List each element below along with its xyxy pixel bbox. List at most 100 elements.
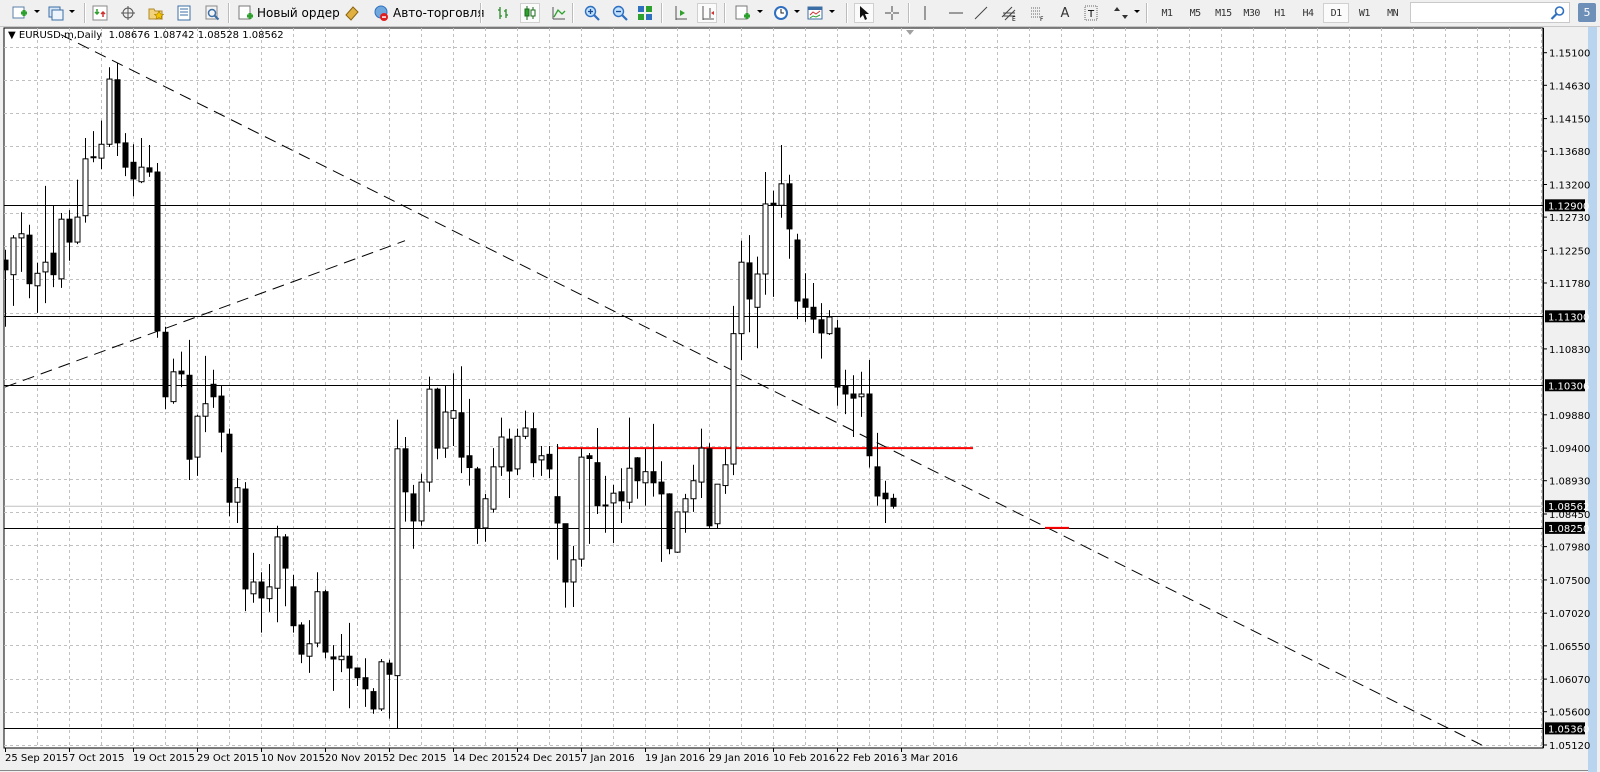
candle <box>874 432 881 506</box>
zoom-out-icon[interactable] <box>610 3 630 23</box>
vertical-line-icon[interactable] <box>915 3 935 23</box>
data-window-crosshair-icon[interactable] <box>118 3 138 23</box>
new-chart-icon[interactable] <box>10 3 30 23</box>
candle-body-bear <box>658 481 665 495</box>
candle-body-bear <box>226 433 233 503</box>
chart-shift-icon[interactable] <box>697 3 717 23</box>
candle <box>178 351 185 388</box>
fibonacci-icon[interactable]: F <box>1027 3 1047 23</box>
text-tool-icon[interactable]: A <box>1060 5 1070 21</box>
auto-trading-button[interactable]: Авто-торговля <box>370 3 487 23</box>
candle <box>514 428 521 476</box>
price-tick-label: 1.15100 <box>1549 49 1590 60</box>
candle <box>458 366 465 474</box>
candle <box>770 190 777 297</box>
trendline-icon[interactable] <box>971 3 991 23</box>
candle-body-bear <box>354 667 361 679</box>
profiles-dropdown[interactable] <box>69 10 75 13</box>
cursor-icon[interactable] <box>854 3 874 23</box>
zoom-in-icon[interactable] <box>582 3 602 23</box>
timeframe-mn[interactable]: MN <box>1387 7 1399 19</box>
navigator-folder-star-icon[interactable] <box>146 3 166 23</box>
timeframe-m1[interactable]: M1 <box>1161 7 1173 19</box>
candle-body-bull <box>482 498 489 529</box>
candle-body-bull <box>826 316 833 335</box>
templates-icon[interactable] <box>805 3 825 23</box>
candle <box>66 210 73 261</box>
periods-clock-icon[interactable] <box>771 3 791 23</box>
candle <box>434 387 441 460</box>
metaeditor-icon[interactable] <box>342 3 362 23</box>
profiles-icon[interactable] <box>46 3 66 23</box>
periods-dropdown[interactable] <box>794 10 800 13</box>
candle <box>42 185 49 304</box>
search-input[interactable] <box>1410 2 1570 23</box>
candlestick-chart-icon[interactable] <box>520 3 540 23</box>
window-scrollbar[interactable] <box>1588 27 1597 772</box>
separator <box>661 3 663 23</box>
line-chart-icon[interactable] <box>549 3 569 23</box>
candle-body-bull <box>522 427 529 437</box>
timeframe-d1[interactable]: D1 <box>1323 3 1350 23</box>
candle-body-bear <box>802 298 809 308</box>
new-chart-dropdown[interactable] <box>34 10 40 13</box>
candle <box>74 179 81 245</box>
collapse-triangle-icon[interactable]: ▼ <box>8 30 19 41</box>
templates-dropdown[interactable] <box>829 10 835 13</box>
candle-body-bull <box>682 498 689 513</box>
candle-body-bull <box>610 492 617 504</box>
candle <box>186 339 193 481</box>
candle <box>482 493 489 542</box>
candle-body-bull <box>570 559 577 583</box>
separator <box>84 3 86 23</box>
chart-header: ▼ EURUSD.m,Daily 1.08676 1.08742 1.08528… <box>8 30 284 41</box>
search-icon[interactable] <box>1548 3 1568 23</box>
svg-text:E: E <box>1012 16 1016 21</box>
equidistant-channel-icon[interactable]: E <box>999 3 1019 23</box>
terminal-icon[interactable] <box>174 3 194 23</box>
horizontal-line-icon[interactable] <box>946 3 966 23</box>
level-price-label: 1.10306 <box>1548 381 1589 392</box>
candle <box>210 369 217 408</box>
arrows-dropdown[interactable] <box>1134 10 1140 13</box>
indicators-icon[interactable] <box>733 3 753 23</box>
timeframe-m5[interactable]: M5 <box>1189 7 1202 19</box>
text-label-icon[interactable]: T <box>1081 3 1101 23</box>
strategy-tester-icon[interactable] <box>202 3 222 23</box>
timeframe-m15[interactable]: M15 <box>1215 7 1232 19</box>
candle-body-bear <box>122 142 129 168</box>
candle-body-bear <box>298 624 305 655</box>
level-price-label-bg <box>1545 199 1585 212</box>
candle <box>506 428 513 499</box>
notifications-badge[interactable]: 5 <box>1578 3 1596 22</box>
auto-scroll-icon[interactable] <box>671 3 691 23</box>
new-order-button[interactable]: Новый ордер <box>236 3 342 23</box>
candle-body-bear <box>746 262 753 300</box>
candle-body-bull <box>338 655 345 661</box>
date-tick-label: 19 Jan 2016 <box>645 753 705 764</box>
main-toolbar: Новый ордер Авто-торговля E F A T M1 M5 M1… <box>0 0 1600 27</box>
date-tick-label: 3 Mar 2016 <box>901 753 958 764</box>
candle-body-bull <box>106 78 113 145</box>
timeframe-w1[interactable]: W1 <box>1358 7 1371 19</box>
symbol-label: EURUSD.m,Daily <box>18 30 103 41</box>
separator <box>228 3 230 23</box>
tile-windows-icon[interactable] <box>635 3 655 23</box>
arrows-icon[interactable] <box>1111 3 1131 23</box>
timeframe-h1[interactable]: H1 <box>1274 7 1286 19</box>
market-watch-icon[interactable] <box>90 3 110 23</box>
candle-body-bear <box>242 488 249 590</box>
candle <box>354 667 361 687</box>
candle <box>578 448 585 567</box>
indicators-dropdown[interactable] <box>757 10 763 13</box>
candle-body-bull <box>698 447 705 483</box>
crosshair-icon[interactable] <box>882 3 902 23</box>
candle-body-bear <box>282 536 289 569</box>
timeframe-h4[interactable]: H4 <box>1302 7 1314 19</box>
candle-body-bull <box>490 466 497 510</box>
bar-chart-icon[interactable] <box>493 3 513 23</box>
timeframe-m30[interactable]: M30 <box>1243 7 1260 19</box>
price-tick-label: 1.13200 <box>1549 181 1590 192</box>
candle <box>122 133 129 177</box>
